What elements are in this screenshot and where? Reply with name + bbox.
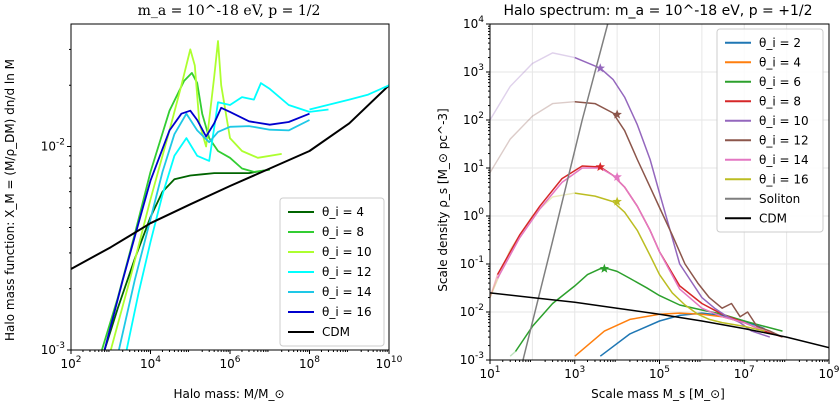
- series-line: [514, 267, 783, 352]
- legend-label: θ_i = 8: [322, 225, 364, 239]
- series-line: [101, 72, 270, 350]
- y-tick-label: 10-2: [41, 138, 65, 154]
- series-line: [574, 100, 783, 338]
- y-tick-label: 104: [463, 15, 484, 31]
- right-x-axis-label: Scale mass M_s [M_⊙]: [591, 387, 725, 401]
- legend-box: [716, 28, 824, 233]
- legend-label: θ_i = 10: [759, 114, 809, 128]
- legend-box: [279, 197, 385, 347]
- series-line: [490, 292, 829, 349]
- faint-series-line: [490, 278, 499, 298]
- x-tick-label: 105: [649, 365, 670, 381]
- legend-label: θ_i = 2: [759, 36, 801, 50]
- star-marker: [595, 63, 605, 73]
- legend-label: θ_i = 4: [759, 55, 801, 69]
- legend-label: CDM: [322, 325, 350, 339]
- right-chart: Halo spectrum: m_a = 10^-18 eV, p = +1/2…: [436, 3, 840, 401]
- legend-label: θ_i = 12: [322, 265, 372, 279]
- series-line: [309, 84, 389, 111]
- series-line: [103, 106, 310, 350]
- x-tick-label: 106: [219, 355, 240, 371]
- star-marker: [612, 172, 622, 181]
- series-line: [522, 24, 609, 360]
- series-line: [103, 168, 270, 350]
- legend-label: θ_i = 4: [322, 205, 364, 219]
- star-marker: [612, 109, 622, 119]
- left-chart: m_a = 10^-18 eV, p = 1/2 Halo mass: M/M_…: [3, 3, 403, 401]
- x-tick-label: 109: [818, 365, 839, 381]
- y-tick-label: 10-3: [41, 341, 65, 357]
- legend-label: θ_i = 16: [759, 172, 809, 186]
- legend-label: θ_i = 12: [759, 133, 809, 147]
- faint-series-line: [509, 350, 516, 357]
- plot-area: [71, 40, 389, 350]
- y-tick-label: 101: [463, 159, 484, 175]
- x-tick-label: 102: [60, 355, 81, 371]
- x-tick-label: 101: [479, 365, 500, 381]
- series-line: [574, 312, 745, 357]
- left-chart-title: m_a = 10^-18 eV, p = 1/2: [138, 3, 321, 19]
- legend-label: θ_i = 10: [322, 245, 372, 259]
- y-tick-label: 100: [463, 207, 484, 223]
- faint-series-line: [490, 52, 575, 121]
- series-line: [496, 167, 765, 332]
- y-tick-label: 10-3: [460, 351, 484, 367]
- x-tick-label: 107: [734, 365, 755, 381]
- y-tick-label: 10-2: [460, 303, 484, 319]
- faint-series-line: [490, 101, 575, 174]
- y-tick-label: 10-1: [460, 255, 484, 271]
- series-line: [71, 84, 389, 270]
- series-line: [118, 112, 310, 350]
- star-marker: [599, 263, 610, 273]
- legend-label: θ_i = 6: [759, 75, 801, 89]
- x-tick-label: 1010: [376, 355, 403, 371]
- x-tick-label: 104: [140, 355, 161, 371]
- legend-label: θ_i = 14: [759, 153, 809, 167]
- y-tick-label: 103: [463, 63, 484, 79]
- star-marker: [612, 196, 622, 206]
- y-tick-label: 102: [463, 111, 484, 127]
- plot-area: [490, 24, 829, 360]
- legend-label: θ_i = 8: [759, 94, 801, 108]
- legend-label: CDM: [759, 211, 787, 225]
- legend-label: θ_i = 14: [322, 285, 372, 299]
- series-line: [125, 82, 329, 350]
- left-y-axis-label: Halo mass function: X_M = (M/ρ_DM) dn/d …: [3, 59, 17, 341]
- right-chart-title: Halo spectrum: m_a = 10^-18 eV, p = +1/2: [503, 3, 812, 19]
- x-tick-label: 108: [299, 355, 320, 371]
- left-x-axis-label: Halo mass: M/M_⊙: [173, 387, 284, 401]
- legend-label: Soliton: [759, 192, 800, 206]
- right-y-axis-label: Scale density ρ_s [M_⊙ pc^-3]: [436, 108, 450, 291]
- star-marker: [595, 162, 605, 171]
- legend-label: θ_i = 16: [322, 305, 372, 319]
- x-tick-label: 103: [564, 365, 585, 381]
